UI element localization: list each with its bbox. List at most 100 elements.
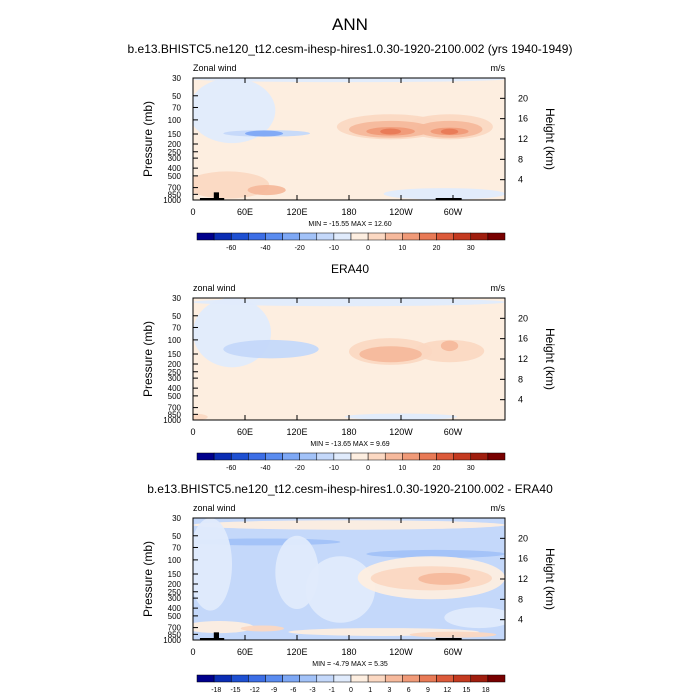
contour-region	[366, 549, 505, 559]
p-tick-label: 1000	[163, 416, 181, 425]
colorbar-label: -6	[290, 687, 296, 694]
colorbar-swatch	[487, 452, 506, 461]
colorbar-label: 20	[433, 465, 441, 472]
colorbar-swatch	[265, 452, 283, 461]
x-tick-label: 60W	[444, 647, 463, 657]
p-tick-label: 250	[168, 368, 182, 377]
p-tick-label: 200	[168, 580, 182, 589]
colorbar-swatch	[248, 452, 266, 461]
h-tick-label: 16	[518, 114, 528, 124]
colorbar-swatch	[419, 674, 437, 683]
panel-title: b.e13.BHISTC5.ne120_t12.cesm-ihesp-hires…	[147, 482, 553, 496]
p-tick-label: 500	[168, 612, 182, 621]
y2-axis-label: Height (km)	[543, 328, 557, 390]
colorbar-swatch	[282, 232, 300, 241]
h-tick-label: 8	[518, 154, 523, 164]
p-tick-label: 70	[172, 323, 181, 332]
colorbar-label: -18	[211, 687, 221, 694]
contour-region	[383, 188, 505, 200]
p-tick-label: 30	[172, 294, 181, 303]
colorbar-label: 0	[349, 687, 353, 694]
x-tick-label: 60E	[237, 647, 253, 657]
x-tick-label: 120W	[389, 207, 413, 217]
colorbar: -60 -40 -20 -10 0 10 20 30	[196, 452, 506, 472]
min-max-stats: MIN = -13.65 MAX = 9.69	[310, 441, 389, 448]
colorbar-swatch	[196, 674, 215, 683]
colorbar-label: 0	[366, 245, 370, 252]
colorbar-label: 15	[463, 687, 471, 694]
p-tick-label: 50	[172, 92, 181, 101]
colorbar-swatch	[350, 232, 369, 241]
panel-title: ERA40	[331, 262, 369, 276]
contour-region	[444, 607, 505, 629]
colorbar-swatch	[470, 674, 489, 683]
contour-field	[193, 78, 505, 200]
p-tick-label: 150	[168, 570, 182, 579]
h-tick-label: 20	[518, 93, 528, 103]
colorbar-swatch	[384, 232, 403, 241]
colorbar-swatch	[213, 674, 232, 683]
x-tick-label: 60W	[444, 207, 463, 217]
colorbar-swatch	[196, 452, 215, 461]
colorbar-swatch	[230, 452, 249, 461]
contour-region	[440, 128, 459, 135]
colorbar-label: -60	[226, 245, 236, 252]
panel-title: b.e13.BHISTC5.ne120_t12.cesm-ihesp-hires…	[128, 42, 573, 56]
colorbar-swatch	[402, 674, 420, 683]
colorbar-label: -9	[271, 687, 277, 694]
colorbar-swatch	[265, 232, 283, 241]
colorbar-swatch	[367, 452, 386, 461]
colorbar-swatch	[453, 232, 472, 241]
contour-region	[193, 171, 270, 199]
p-tick-label: 700	[168, 404, 182, 413]
p-tick-label: 850	[168, 630, 182, 639]
colorbar-swatch	[470, 232, 489, 241]
colorbar-swatch	[419, 232, 437, 241]
contour-region	[247, 185, 286, 196]
p-tick-label: 250	[168, 148, 182, 157]
contour-region	[193, 520, 505, 530]
colorbar-swatch	[367, 232, 386, 241]
h-tick-label: 16	[518, 334, 528, 344]
topography-block	[213, 192, 219, 200]
h-tick-label: 8	[518, 594, 523, 604]
p-tick-label: 400	[168, 164, 182, 173]
contour-region	[240, 625, 284, 632]
p-tick-label: 70	[172, 543, 181, 552]
colorbar-swatch	[333, 674, 352, 683]
colorbar-label: 1	[368, 687, 372, 694]
colorbar-swatch	[248, 674, 266, 683]
x-tick-label: 120E	[286, 427, 307, 437]
h-tick-label: 12	[518, 134, 528, 144]
min-max-stats: MIN = -4.79 MAX = 5.35	[312, 661, 388, 668]
panel-units-label: m/s	[491, 503, 506, 513]
x-tick-label: 60E	[237, 427, 253, 437]
colorbar-swatch	[436, 452, 454, 461]
y-axis-label: Pressure (mb)	[141, 101, 155, 177]
colorbar-label: 12	[443, 687, 451, 694]
p-tick-label: 500	[168, 172, 182, 181]
p-tick-label: 50	[172, 532, 181, 541]
figure-title: ANN	[332, 15, 368, 34]
contour-region	[193, 621, 254, 634]
panel-left-label: zonal wind	[193, 283, 236, 293]
contour-region	[418, 572, 471, 585]
colorbar-label: 18	[482, 687, 490, 694]
colorbar-swatch	[487, 232, 506, 241]
p-tick-label: 1000	[163, 636, 181, 645]
colorbar-swatch	[316, 452, 335, 461]
colorbar-label: -40	[260, 465, 270, 472]
panel-units-label: m/s	[491, 63, 506, 73]
colorbar-swatch	[299, 674, 318, 683]
p-tick-label: 70	[172, 103, 181, 112]
colorbar-swatch	[436, 232, 454, 241]
x-tick-label: 120E	[286, 207, 307, 217]
colorbar-label: 10	[398, 245, 406, 252]
contour-field	[193, 518, 505, 640]
y-axis-label: Pressure (mb)	[141, 321, 155, 397]
h-tick-label: 12	[518, 354, 528, 364]
topography-block	[213, 632, 219, 640]
colorbar-swatch	[367, 674, 386, 683]
h-tick-label: 8	[518, 374, 523, 384]
colorbar-swatch	[265, 674, 283, 683]
